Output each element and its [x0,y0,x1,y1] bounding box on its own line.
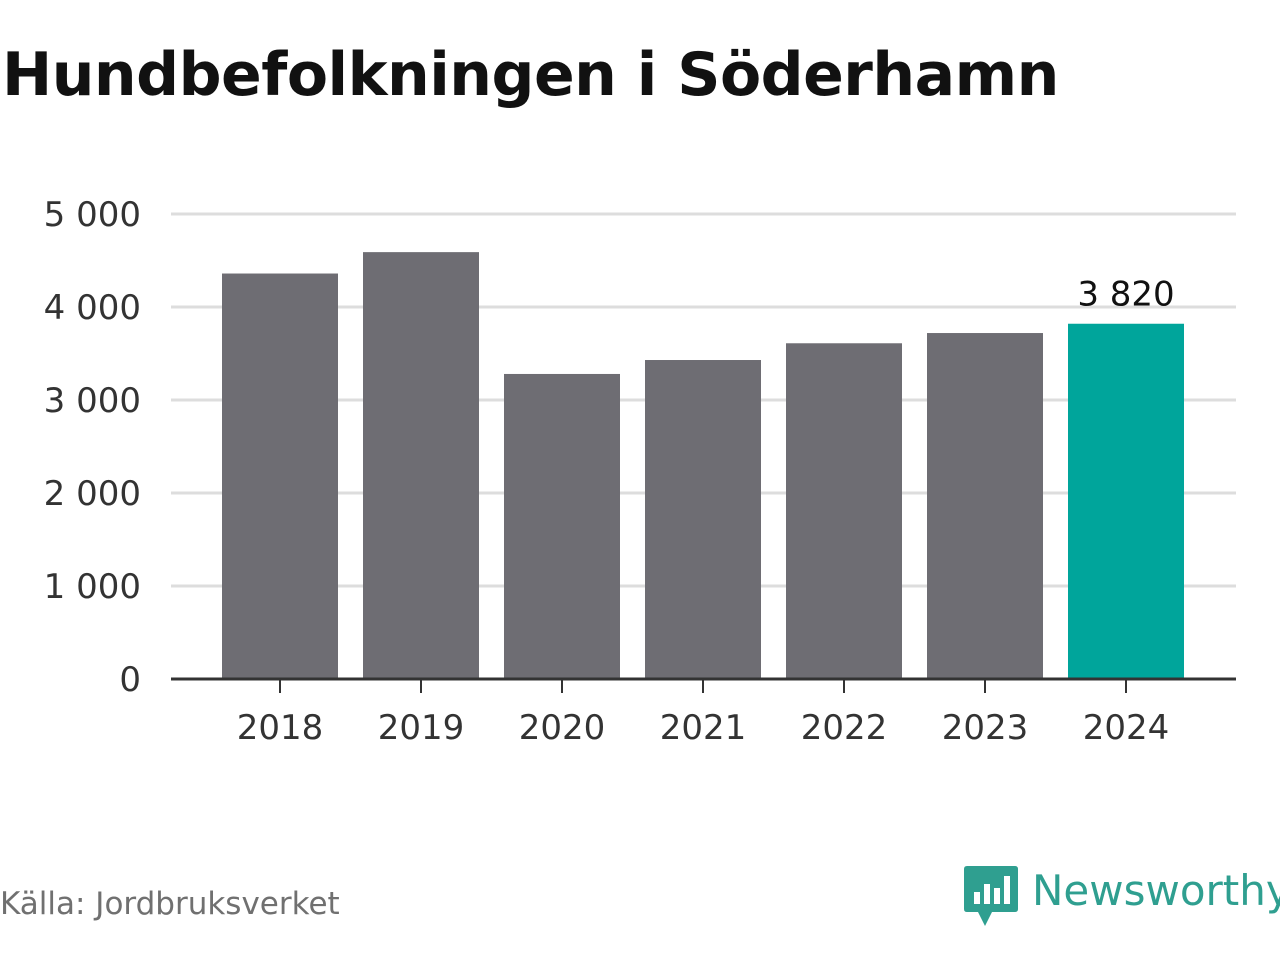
y-tick-label: 1 000 [44,567,141,607]
x-tick-label: 2023 [942,708,1029,748]
brand-name: Newsworthy [1032,866,1280,915]
bar [645,360,761,679]
bar [363,252,479,679]
chart-bubble-icon [964,866,1018,926]
x-tick-label: 2021 [660,708,747,748]
x-tick-label: 2019 [378,708,465,748]
y-tick-label: 3 000 [44,381,141,421]
bar [786,343,902,679]
x-tick-label: 2018 [237,708,324,748]
bar [504,373,620,679]
bar-highlight [1068,323,1184,679]
y-tick-label: 2 000 [44,474,141,514]
x-tick-label: 2022 [801,708,888,748]
x-tick-label: 2024 [1083,708,1170,748]
y-tick-label: 0 [119,660,141,700]
y-tick-label: 4 000 [44,288,141,328]
bar [927,333,1043,679]
chart-title: Hundbefolkningen i Söderhamn [2,40,1059,110]
y-tick-label: 5 000 [44,195,141,235]
bar [222,273,338,679]
x-tick-label: 2020 [519,708,606,748]
data-label: 3 820 [1077,275,1174,315]
brand-logo: Newsworthy [964,866,1280,926]
source-note: Källa: Jordbruksverket [0,886,340,922]
